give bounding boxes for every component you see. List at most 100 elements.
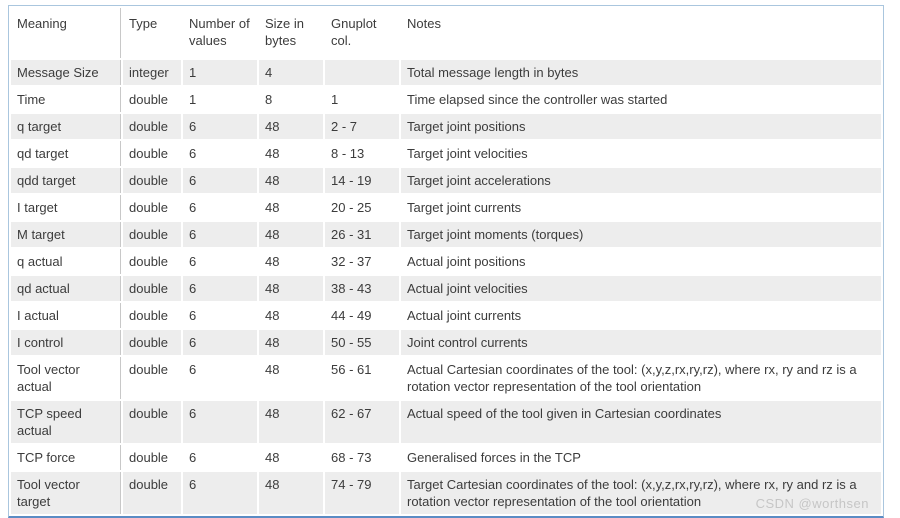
cell-size-bytes: 48: [259, 276, 323, 301]
cell-notes: Time elapsed since the controller was st…: [401, 87, 881, 112]
cell-type: double: [123, 401, 181, 443]
table-row: q actual double 6 48 32 - 37 Actual join…: [11, 249, 881, 274]
cell-size-bytes: 48: [259, 303, 323, 328]
cell-type: double: [123, 141, 181, 166]
cell-gnuplot-col: 1: [325, 87, 399, 112]
table-row: I control double 6 48 50 - 55 Joint cont…: [11, 330, 881, 355]
cell-num-values: 6: [183, 276, 257, 301]
table-row: Message Size integer 1 4 Total message l…: [11, 60, 881, 85]
table-row: TCP speed actual double 6 48 62 - 67 Act…: [11, 401, 881, 443]
cell-size-bytes: 48: [259, 445, 323, 470]
cell-size-bytes: 48: [259, 222, 323, 247]
message-format-table: Meaning Type Number of values Size in by…: [9, 6, 883, 516]
cell-num-values: 6: [183, 445, 257, 470]
cell-size-bytes: 48: [259, 330, 323, 355]
cell-meaning: Message Size: [11, 60, 121, 85]
cell-notes: Target joint positions: [401, 114, 881, 139]
table-row: qdd target double 6 48 14 - 19 Target jo…: [11, 168, 881, 193]
cell-meaning: I actual: [11, 303, 121, 328]
header-meaning: Meaning: [11, 8, 121, 58]
cell-meaning: q actual: [11, 249, 121, 274]
cell-size-bytes: 48: [259, 357, 323, 399]
message-format-table-container: Meaning Type Number of values Size in by…: [8, 5, 884, 518]
cell-type: double: [123, 445, 181, 470]
table-row: I target double 6 48 20 - 25 Target join…: [11, 195, 881, 220]
cell-type: double: [123, 249, 181, 274]
cell-num-values: 6: [183, 357, 257, 399]
cell-num-values: 6: [183, 330, 257, 355]
cell-meaning: TCP force: [11, 445, 121, 470]
cell-notes: Actual Cartesian coordinates of the tool…: [401, 357, 881, 399]
cell-num-values: 6: [183, 222, 257, 247]
table-row: M target double 6 48 26 - 31 Target join…: [11, 222, 881, 247]
cell-meaning: Time: [11, 87, 121, 112]
header-number-of-values: Number of values: [183, 8, 257, 58]
cell-size-bytes: 48: [259, 114, 323, 139]
cell-type: double: [123, 195, 181, 220]
cell-num-values: 6: [183, 168, 257, 193]
cell-size-bytes: 48: [259, 249, 323, 274]
table-row: Time double 1 8 1 Time elapsed since the…: [11, 87, 881, 112]
cell-notes: Actual speed of the tool given in Cartes…: [401, 401, 881, 443]
header-size-in-bytes: Size in bytes: [259, 8, 323, 58]
table-row: q target double 6 48 2 - 7 Target joint …: [11, 114, 881, 139]
cell-type: double: [123, 472, 181, 514]
cell-gnuplot-col: 62 - 67: [325, 401, 399, 443]
table-row: Tool vector target double 6 48 74 - 79 T…: [11, 472, 881, 514]
cell-type: integer: [123, 60, 181, 85]
cell-notes: Target joint moments (torques): [401, 222, 881, 247]
cell-meaning: I target: [11, 195, 121, 220]
cell-notes: Total message length in bytes: [401, 60, 881, 85]
cell-size-bytes: 8: [259, 87, 323, 112]
cell-gnuplot-col: 2 - 7: [325, 114, 399, 139]
header-gnuplot-col: Gnuplot col.: [325, 8, 399, 58]
cell-type: double: [123, 168, 181, 193]
cell-size-bytes: 48: [259, 141, 323, 166]
cell-num-values: 6: [183, 195, 257, 220]
table-row: qd actual double 6 48 38 - 43 Actual joi…: [11, 276, 881, 301]
cell-meaning: qdd target: [11, 168, 121, 193]
cell-num-values: 1: [183, 87, 257, 112]
cell-gnuplot-col: [325, 60, 399, 85]
header-notes: Notes: [401, 8, 881, 58]
cell-num-values: 6: [183, 303, 257, 328]
cell-size-bytes: 48: [259, 168, 323, 193]
cell-notes: Actual joint currents: [401, 303, 881, 328]
cell-gnuplot-col: 8 - 13: [325, 141, 399, 166]
table-row: qd target double 6 48 8 - 13 Target join…: [11, 141, 881, 166]
cell-size-bytes: 4: [259, 60, 323, 85]
table-row: I actual double 6 48 44 - 49 Actual join…: [11, 303, 881, 328]
cell-num-values: 1: [183, 60, 257, 85]
cell-type: double: [123, 330, 181, 355]
cell-gnuplot-col: 56 - 61: [325, 357, 399, 399]
cell-notes: Generalised forces in the TCP: [401, 445, 881, 470]
table-row: Tool vector actual double 6 48 56 - 61 A…: [11, 357, 881, 399]
cell-gnuplot-col: 44 - 49: [325, 303, 399, 328]
cell-meaning: Tool vector actual: [11, 357, 121, 399]
cell-meaning: TCP speed actual: [11, 401, 121, 443]
table-body: Message Size integer 1 4 Total message l…: [11, 60, 881, 514]
cell-gnuplot-col: 14 - 19: [325, 168, 399, 193]
cell-meaning: M target: [11, 222, 121, 247]
cell-type: double: [123, 357, 181, 399]
table-row: TCP force double 6 48 68 - 73 Generalise…: [11, 445, 881, 470]
cell-num-values: 6: [183, 249, 257, 274]
cell-gnuplot-col: 32 - 37: [325, 249, 399, 274]
cell-type: double: [123, 276, 181, 301]
cell-meaning: q target: [11, 114, 121, 139]
cell-notes: Joint control currents: [401, 330, 881, 355]
table-header: Meaning Type Number of values Size in by…: [11, 8, 881, 58]
cell-gnuplot-col: 26 - 31: [325, 222, 399, 247]
cell-type: double: [123, 87, 181, 112]
cell-notes: Actual joint velocities: [401, 276, 881, 301]
cell-size-bytes: 48: [259, 195, 323, 220]
cell-gnuplot-col: 50 - 55: [325, 330, 399, 355]
cell-num-values: 6: [183, 401, 257, 443]
cell-size-bytes: 48: [259, 401, 323, 443]
cell-meaning: qd actual: [11, 276, 121, 301]
cell-gnuplot-col: 74 - 79: [325, 472, 399, 514]
cell-type: double: [123, 222, 181, 247]
cell-notes: Actual joint positions: [401, 249, 881, 274]
cell-type: double: [123, 303, 181, 328]
cell-num-values: 6: [183, 114, 257, 139]
